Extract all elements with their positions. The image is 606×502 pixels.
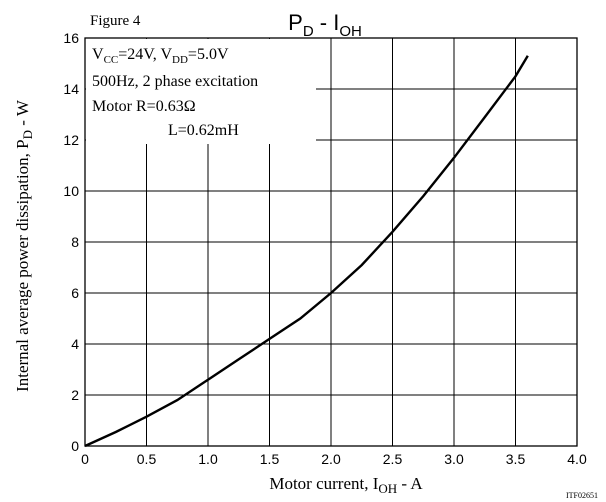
x-tick-label: 1.5 — [260, 451, 280, 467]
x-tick-label: 1.0 — [198, 451, 218, 467]
y-tick-label: 10 — [63, 183, 79, 199]
series-line — [84, 55, 529, 448]
y-tick-label: 2 — [71, 387, 79, 403]
x-tick-label: 3.0 — [444, 451, 464, 467]
x-tick-label: 3.5 — [506, 451, 526, 467]
y-tick-label: 16 — [63, 30, 79, 46]
conditions-line-3: Motor R=0.63Ω — [92, 98, 196, 115]
grid — [85, 38, 577, 446]
x-axis-label: Motor current, IOH - A — [269, 474, 423, 496]
y-tick-label: 12 — [63, 132, 79, 148]
y-axis-label: Internal average power dissipation, PD -… — [13, 99, 35, 392]
conditions-line-2: 500Hz, 2 phase excitation — [92, 73, 258, 90]
y-tick-label: 4 — [71, 336, 79, 352]
x-tick-label: 2.0 — [321, 451, 341, 467]
chart-title: PD - IOH — [288, 10, 362, 40]
plot-frame — [84, 37, 578, 447]
y-tick-label: 0 — [71, 438, 79, 454]
conditions-box-lower — [86, 94, 316, 144]
x-tick-label: 4.0 — [567, 451, 587, 467]
y-tick-label: 6 — [71, 285, 79, 301]
y-tick-label: 14 — [63, 81, 79, 97]
x-tick-label: 0.5 — [137, 451, 157, 467]
conditions-line-1: VCC=24V, VDD=5.0V — [92, 46, 229, 66]
x-tick-label: 2.5 — [383, 451, 403, 467]
conditions-line-4: L=0.62mH — [168, 122, 239, 139]
ticks: 0 0.5 1.0 1.5 2.0 2.5 3.0 3.5 4.0 0 2 4 6 8 10 12 14 16 — [63, 30, 587, 467]
x-tick-label: 0 — [81, 451, 89, 467]
conditions-box — [86, 39, 316, 95]
y-tick-label: 8 — [71, 234, 79, 250]
figure-code: ITF02651 — [566, 491, 598, 500]
figure-label: Figure 4 — [90, 13, 141, 29]
